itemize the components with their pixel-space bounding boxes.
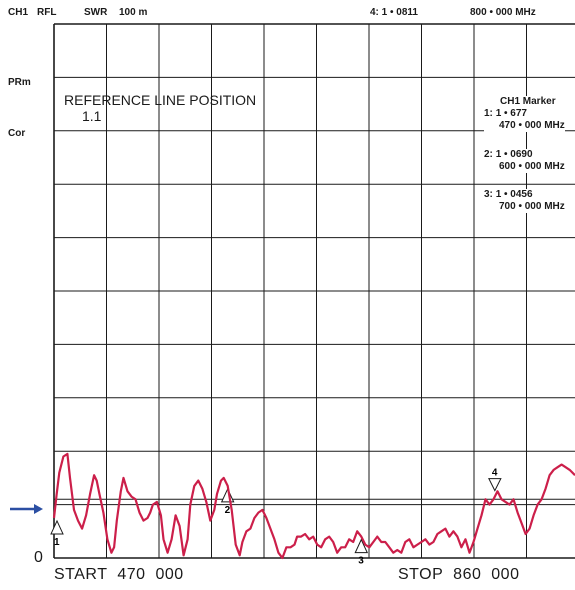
channel-label: CH1	[8, 7, 29, 18]
marker-entry-frequency: 470 • 000 MHz	[499, 120, 565, 131]
marker-entry-index: 1:	[484, 108, 493, 119]
marker-3-triangle	[354, 538, 369, 554]
cor-label: Cor	[8, 128, 26, 139]
start-value: 470	[117, 566, 146, 583]
marker-4-label: 4	[492, 468, 498, 479]
start-frequency: START 470 000	[54, 566, 184, 584]
marker-4-triangle	[488, 478, 502, 492]
reference-line-title: REFERENCE LINE POSITION	[64, 92, 257, 108]
stop-value: 860	[453, 566, 482, 583]
marker-entry-value: 1 • 0690	[495, 149, 533, 160]
y-zero-label: 0	[34, 549, 43, 566]
start-unit: 000	[155, 566, 184, 583]
reference-line-panel: REFERENCE LINE POSITION 1.1	[64, 92, 256, 124]
marker-panel-title: CH1 Marker	[484, 96, 556, 108]
swr-trace-line	[52, 452, 575, 560]
marker-entry-index: 3:	[484, 189, 493, 200]
marker-panel-heading: CH1 Marker	[500, 96, 556, 107]
start-label: START	[54, 566, 108, 583]
marker-entry-1: 1: 1 • 677 470 • 000 MHz	[484, 108, 565, 132]
mode-label: SWR	[84, 7, 108, 18]
marker-1-label: 1	[54, 537, 60, 548]
active-marker-readout: 4: 1 • 0811	[370, 7, 418, 18]
marker-entry-index: 2:	[484, 149, 493, 160]
marker-1-triangle	[50, 519, 64, 535]
scale-label: 100 m	[119, 7, 148, 18]
stop-unit: 000	[491, 566, 520, 583]
marker-entry-value: 1 • 0456	[495, 189, 533, 200]
reference-line-value: 1.1	[82, 108, 102, 124]
marker-entry-value: 1 • 677	[495, 108, 527, 119]
marker-entry-3: 3: 1 • 0456 700 • 000 MHz	[484, 189, 565, 213]
prm-label: PRm	[8, 77, 31, 88]
reference-arrow-icon	[10, 502, 44, 520]
stop-frequency: STOP 860 000	[398, 566, 519, 584]
stop-label: STOP	[398, 566, 444, 583]
marker-entry-frequency: 700 • 000 MHz	[499, 201, 565, 212]
marker-3-label: 3	[358, 556, 364, 567]
marker-entry-2: 2: 1 • 0690 600 • 000 MHz	[484, 149, 565, 173]
active-marker-frequency: 800 • 000 MHz	[470, 7, 536, 18]
format-label: RFL	[37, 7, 57, 18]
marker-layer: 1 2 3 4	[50, 468, 502, 567]
marker-entry-frequency: 600 • 000 MHz	[499, 161, 565, 172]
marker-2-label: 2	[225, 505, 231, 516]
plot-grid	[53, 23, 575, 559]
